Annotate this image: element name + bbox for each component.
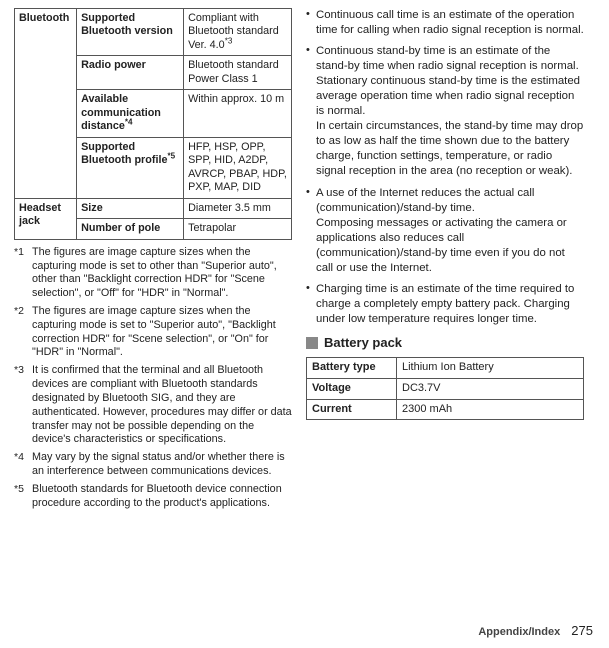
footnote-text: Bluetooth standards for Bluetooth device… bbox=[32, 483, 292, 511]
battery-value: Lithium Ion Battery bbox=[397, 358, 584, 379]
footer-page: 275 bbox=[571, 623, 593, 638]
spec-group: Headset jack bbox=[15, 198, 77, 239]
footnote-text: May vary by the signal status and/or whe… bbox=[32, 451, 292, 479]
bullet-dot-icon: • bbox=[306, 44, 316, 179]
bullet-text: A use of the Internet reduces the actual… bbox=[316, 186, 584, 276]
bullet-text: Charging time is an estimate of the time… bbox=[316, 282, 584, 327]
right-column: •Continuous call time is an estimate of … bbox=[306, 8, 584, 514]
bullet-text: Continuous stand-by time is an estimate … bbox=[316, 44, 584, 179]
spec-value: Tetrapolar bbox=[184, 219, 292, 239]
section-heading: Battery pack bbox=[306, 335, 584, 351]
footnote-text: The figures are image capture sizes when… bbox=[32, 246, 292, 301]
footnote: *3It is confirmed that the terminal and … bbox=[14, 364, 292, 447]
footnote: *1The figures are image capture sizes wh… bbox=[14, 246, 292, 301]
spec-row: BluetoothSupported Bluetooth versionComp… bbox=[15, 9, 292, 56]
section-heading-text: Battery pack bbox=[324, 335, 402, 351]
battery-label: Current bbox=[307, 399, 397, 420]
spec-label: Size bbox=[77, 198, 184, 218]
footnote-text: It is confirmed that the terminal and al… bbox=[32, 364, 292, 447]
footnote: *4May vary by the signal status and/or w… bbox=[14, 451, 292, 479]
spec-table: BluetoothSupported Bluetooth versionComp… bbox=[14, 8, 292, 240]
bullet-dot-icon: • bbox=[306, 282, 316, 327]
spec-label: Supported Bluetooth version bbox=[77, 9, 184, 56]
spec-group: Bluetooth bbox=[15, 9, 77, 199]
battery-row: Battery typeLithium Ion Battery bbox=[307, 358, 584, 379]
spec-label: Supported Bluetooth profile*5 bbox=[77, 137, 184, 198]
footnotes: *1The figures are image capture sizes wh… bbox=[14, 246, 292, 511]
spec-label: Number of pole bbox=[77, 219, 184, 239]
footnote: *5Bluetooth standards for Bluetooth devi… bbox=[14, 483, 292, 511]
footnote: *2The figures are image capture sizes wh… bbox=[14, 305, 292, 360]
spec-value: HFP, HSP, OPP, SPP, HID, A2DP, AVRCP, PB… bbox=[184, 137, 292, 198]
battery-table: Battery typeLithium Ion BatteryVoltageDC… bbox=[306, 357, 584, 420]
bullet-list: •Continuous call time is an estimate of … bbox=[306, 8, 584, 327]
bullet-item: •Continuous stand-by time is an estimate… bbox=[306, 44, 584, 179]
spec-row: Headset jackSizeDiameter 3.5 mm bbox=[15, 198, 292, 218]
footnote-num: *1 bbox=[14, 246, 32, 301]
footnote-num: *4 bbox=[14, 451, 32, 479]
spec-label: Available communication distance*4 bbox=[77, 90, 184, 137]
spec-value: Compliant with Bluetooth standard Ver. 4… bbox=[184, 9, 292, 56]
spec-value: Bluetooth standard Power Class 1 bbox=[184, 56, 292, 90]
left-column: BluetoothSupported Bluetooth versionComp… bbox=[14, 8, 292, 514]
footnote-text: The figures are image capture sizes when… bbox=[32, 305, 292, 360]
bullet-text: Continuous call time is an estimate of t… bbox=[316, 8, 584, 38]
page-footer: Appendix/Index 275 bbox=[478, 623, 593, 638]
spec-label: Radio power bbox=[77, 56, 184, 90]
battery-row: VoltageDC3.7V bbox=[307, 378, 584, 399]
footer-section: Appendix/Index bbox=[478, 626, 560, 638]
spec-value: Diameter 3.5 mm bbox=[184, 198, 292, 218]
footnote-num: *2 bbox=[14, 305, 32, 360]
battery-label: Battery type bbox=[307, 358, 397, 379]
battery-value: DC3.7V bbox=[397, 378, 584, 399]
battery-label: Voltage bbox=[307, 378, 397, 399]
bullet-item: •A use of the Internet reduces the actua… bbox=[306, 186, 584, 276]
bullet-dot-icon: • bbox=[306, 8, 316, 38]
bullet-item: •Continuous call time is an estimate of … bbox=[306, 8, 584, 38]
square-icon bbox=[306, 337, 318, 349]
bullet-item: •Charging time is an estimate of the tim… bbox=[306, 282, 584, 327]
spec-value: Within approx. 10 m bbox=[184, 90, 292, 137]
footnote-num: *3 bbox=[14, 364, 32, 447]
battery-value: 2300 mAh bbox=[397, 399, 584, 420]
bullet-dot-icon: • bbox=[306, 186, 316, 276]
footnote-num: *5 bbox=[14, 483, 32, 511]
battery-row: Current2300 mAh bbox=[307, 399, 584, 420]
